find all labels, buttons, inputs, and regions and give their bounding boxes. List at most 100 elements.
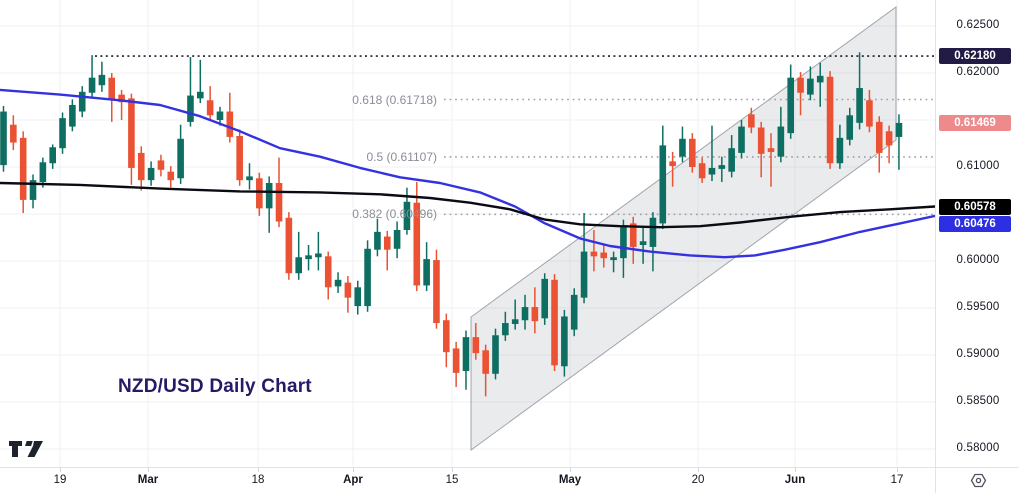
candle-body-up <box>856 88 863 123</box>
candle-body-up <box>511 319 519 324</box>
candle-body-up <box>197 91 204 99</box>
candle-body-down <box>324 256 332 288</box>
fib-label: 0.382 (0.60496) <box>352 207 437 222</box>
candle-body-down <box>885 131 893 146</box>
candle-body-down <box>256 178 263 209</box>
candle-body-down <box>167 171 175 181</box>
candle-body-up <box>39 162 47 183</box>
candle-body-up <box>177 138 184 179</box>
candle-body-up <box>738 126 745 153</box>
price-axis-label: 0.58500 <box>956 395 1000 407</box>
price-axis-label: 0.61000 <box>956 160 1000 172</box>
price-axis-label: 0.62500 <box>956 19 1000 31</box>
candle-body-down <box>826 76 834 164</box>
price-axis-label: 0.58000 <box>956 442 1000 454</box>
candle-body-down <box>452 348 460 373</box>
candle-body-up <box>78 91 86 112</box>
tradingview-logo[interactable] <box>8 437 44 459</box>
time-axis-label: May <box>558 474 582 486</box>
candle-body-down <box>206 100 214 116</box>
candle-body-up <box>354 287 362 307</box>
candle-body-down <box>108 77 116 101</box>
candle-body-up <box>295 257 302 274</box>
candle-body-up <box>423 259 430 286</box>
time-axis-label: 15 <box>445 474 459 486</box>
time-axis-label: 17 <box>890 474 904 486</box>
price-chart-plot[interactable]: 0.618 (0.61718) 0.5 (0.61107) 0.382 (0.604… <box>0 0 935 467</box>
candle-body-down <box>157 160 165 170</box>
time-tick-mark <box>258 468 259 472</box>
candle-body-up <box>502 323 509 336</box>
candle-body-down <box>413 202 421 286</box>
candle-body-down <box>383 236 391 250</box>
candle-body-up <box>620 225 627 259</box>
candle-body-down <box>226 111 234 137</box>
price-badge: 0.62180 <box>939 48 1011 65</box>
candle-body-up <box>610 257 617 261</box>
candle-body-up <box>787 77 794 134</box>
price-axis-label: 0.59000 <box>956 348 1000 360</box>
candle-body-up <box>561 316 568 367</box>
candle-body-down <box>482 350 489 374</box>
price-badge: 0.60578 <box>939 198 1011 215</box>
candle-body-up <box>0 111 7 166</box>
price-badge: 0.61469 <box>939 114 1011 131</box>
candle-body-up <box>846 115 854 140</box>
price-axis-label: 0.60000 <box>956 254 1000 266</box>
candle-body-down <box>748 114 755 128</box>
candle-body-up <box>492 335 499 374</box>
candle-body-up <box>98 74 106 86</box>
price-scale-settings[interactable] <box>935 467 1019 493</box>
candle-body-down <box>590 251 598 257</box>
candle-body-up <box>708 167 716 175</box>
price-badge: 0.60476 <box>939 215 1011 232</box>
candle-body-down <box>275 182 283 222</box>
candle-body-up <box>88 77 96 93</box>
candle-body-up <box>659 145 667 224</box>
candle-body-up <box>777 126 785 157</box>
candle-body-down <box>531 307 539 322</box>
candle-body-up <box>816 75 824 83</box>
candle-body-up <box>265 182 273 209</box>
time-tick-mark <box>698 468 699 472</box>
hexagon-circle-icon[interactable] <box>970 472 987 489</box>
candle-body-up <box>364 248 371 307</box>
candle-body-down <box>875 121 883 153</box>
black-ma-line <box>0 181 935 229</box>
price-axis-label: 0.59500 <box>956 301 1000 313</box>
candle-body-down <box>689 138 696 167</box>
time-tick-mark <box>60 468 61 472</box>
time-axis-label: 19 <box>53 474 67 486</box>
candle-body-up <box>187 95 194 122</box>
candle-body-down <box>698 163 706 179</box>
candle-body-down <box>137 152 145 181</box>
candle-body-down <box>443 320 450 353</box>
time-tick-mark <box>353 468 354 472</box>
blue-ma-line <box>0 88 935 259</box>
price-axis[interactable]: 0.62500 0.62000 0.61000 0.60000 0.59500 0.590… <box>935 0 1019 467</box>
candle-body-down <box>767 148 775 152</box>
fib-label: 0.5 (0.61107) <box>366 149 438 164</box>
price-axis-label: 0.62000 <box>956 66 1000 78</box>
candle-body-up <box>403 201 411 230</box>
candle-body-up <box>59 118 66 149</box>
time-tick-mark <box>148 468 149 472</box>
candle-body-down <box>866 100 873 127</box>
candle-body-up <box>570 294 578 330</box>
chart-canvas[interactable] <box>0 0 935 467</box>
candle-body-down <box>551 279 558 366</box>
candle-body-down <box>128 98 135 168</box>
candle-body-down <box>285 217 293 274</box>
time-tick-mark <box>452 468 453 472</box>
candle-body-up <box>49 147 56 164</box>
time-axis-label: 20 <box>691 474 705 486</box>
time-tick-mark <box>897 468 898 472</box>
candle-body-up <box>334 279 342 287</box>
time-axis[interactable]: 19 Mar 18 Apr 15 May 20 Jun 17 <box>0 467 1019 494</box>
candle-body-up <box>541 278 548 319</box>
time-tick-mark <box>795 468 796 472</box>
candle-body-up <box>521 307 529 321</box>
chart-title: NZD/USD Daily Chart <box>118 376 312 397</box>
time-axis-label: Apr <box>343 474 363 486</box>
candle-body-up <box>216 111 224 120</box>
